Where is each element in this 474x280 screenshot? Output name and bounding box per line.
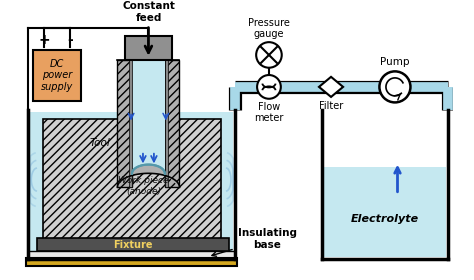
Text: Pressure
gauge: Pressure gauge bbox=[248, 18, 290, 39]
Text: Pump: Pump bbox=[380, 57, 410, 67]
Polygon shape bbox=[319, 77, 343, 97]
Text: +: + bbox=[38, 33, 50, 47]
Text: Work piece
(anode): Work piece (anode) bbox=[118, 176, 169, 196]
FancyBboxPatch shape bbox=[33, 50, 81, 101]
Bar bbox=[125, 36, 172, 60]
Text: Flow
meter: Flow meter bbox=[254, 102, 283, 123]
Text: Electrolyte: Electrolyte bbox=[351, 214, 419, 224]
Bar bbox=[129, 60, 132, 187]
Circle shape bbox=[379, 71, 410, 102]
Text: Filter: Filter bbox=[319, 101, 343, 111]
Bar bbox=[324, 167, 446, 257]
Text: Insulating
base: Insulating base bbox=[212, 228, 297, 256]
Bar bbox=[30, 111, 233, 257]
Circle shape bbox=[256, 42, 282, 68]
Text: DC
power
supply: DC power supply bbox=[41, 59, 73, 92]
Polygon shape bbox=[132, 165, 165, 174]
Text: Constant
feed: Constant feed bbox=[122, 1, 175, 23]
Bar bbox=[37, 239, 229, 251]
Polygon shape bbox=[118, 165, 180, 187]
Text: -: - bbox=[67, 33, 73, 47]
Bar bbox=[165, 60, 168, 187]
Bar bbox=[44, 119, 221, 249]
Bar bbox=[132, 60, 165, 174]
Bar bbox=[26, 258, 237, 266]
Bar bbox=[28, 251, 235, 258]
Circle shape bbox=[257, 75, 281, 99]
Bar bbox=[118, 60, 132, 187]
Bar bbox=[165, 60, 180, 187]
Text: Tool: Tool bbox=[90, 139, 110, 148]
Text: Fixture: Fixture bbox=[113, 240, 153, 250]
